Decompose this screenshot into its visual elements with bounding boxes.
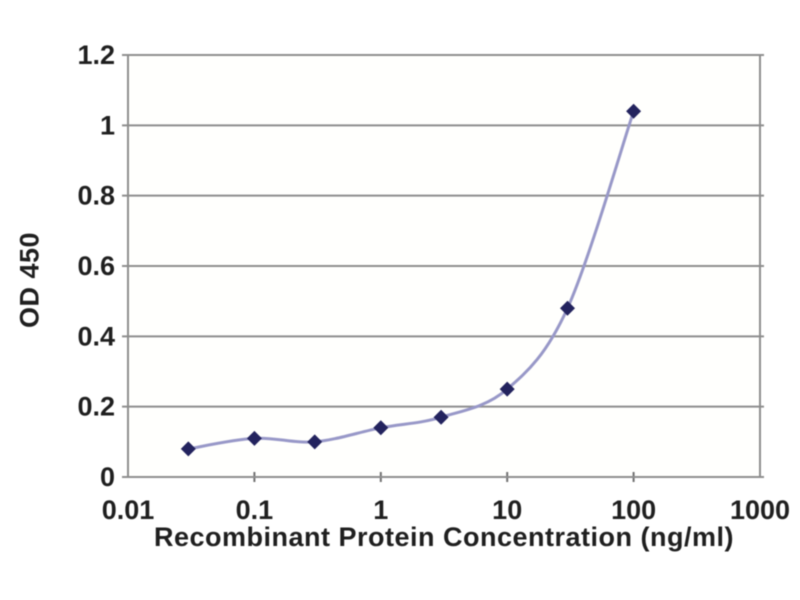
x-tick-label: 1000 <box>730 495 790 525</box>
y-axis-title: OD 450 <box>14 231 45 329</box>
x-tick-label: 10 <box>492 495 522 525</box>
y-tick-label: 0.2 <box>77 392 115 422</box>
data-point-marker <box>499 381 515 397</box>
data-point-marker <box>373 420 389 436</box>
y-tick-label: 0.6 <box>77 251 115 281</box>
y-tick-label: 1.2 <box>77 40 115 70</box>
y-tick-label: 0.8 <box>77 181 115 211</box>
data-point-marker <box>246 430 262 446</box>
x-tick-label: 100 <box>611 495 656 525</box>
data-point-marker <box>307 434 323 450</box>
data-point-marker <box>433 409 449 425</box>
x-tick-label: 0.01 <box>102 495 155 525</box>
x-tick-label: 0.1 <box>236 495 274 525</box>
y-tick-label: 1 <box>100 110 115 140</box>
x-tick-label: 1 <box>373 495 388 525</box>
data-point-marker <box>180 441 196 457</box>
plot-border <box>127 54 761 478</box>
data-point-marker <box>626 103 642 119</box>
y-tick-label: 0 <box>100 462 115 492</box>
data-point-marker <box>560 300 576 316</box>
x-axis-title: Recombinant Protein Concentration (ng/ml… <box>153 522 734 552</box>
y-tick-label: 0.4 <box>77 321 115 351</box>
